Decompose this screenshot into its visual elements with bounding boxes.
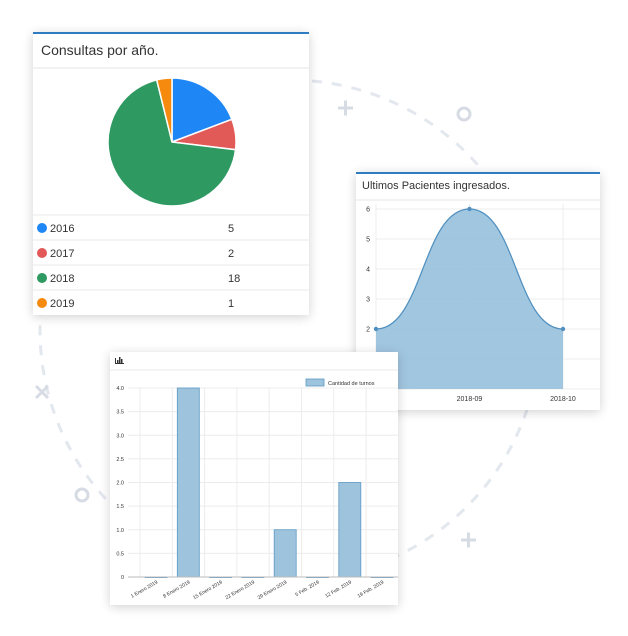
- pie-slice: [155, 77, 173, 143]
- point: [560, 326, 566, 332]
- pie-slice: [107, 78, 237, 207]
- legend-label: 2017: [50, 248, 74, 260]
- row-value: 2: [228, 248, 234, 260]
- y-tick-label: 2: [366, 327, 370, 334]
- legend-swatch: [37, 273, 47, 283]
- cross-icon: [34, 384, 50, 400]
- y-tick-label: 3.0: [116, 433, 124, 439]
- y-tick-label: 3: [366, 297, 370, 304]
- y-tick-label: 3.5: [116, 410, 124, 416]
- y-tick-label: 2.5: [116, 457, 124, 463]
- x-tick-label: 2018-09: [457, 396, 483, 403]
- area-fill: [376, 209, 563, 389]
- y-tick-label: 6: [366, 207, 370, 214]
- consultas-card: Consultas por año. 2016 5 2017 2 2018 18 2019 1: [33, 32, 309, 315]
- y-tick-label: 2.0: [116, 481, 124, 487]
- turnos-card: 0 0.5 1.0 1.5 2.0 2.5 3.0 3.5 4.0 1 Enero 2019 8 E…: [110, 352, 398, 605]
- x-tick-label: 15 Enero 2019: [192, 579, 224, 601]
- x-tick-label: 12 Feb. 2019: [324, 579, 353, 599]
- y-tick-label: 1.5: [116, 504, 124, 510]
- legend-swatch: [37, 248, 47, 258]
- row-value: 18: [228, 273, 240, 285]
- card-title: Ultimos Pacientes ingresados.: [362, 180, 510, 192]
- row-value: 1: [228, 298, 234, 310]
- bar: [338, 482, 362, 578]
- bar: [176, 387, 200, 578]
- y-tick-label: 1.0: [116, 528, 124, 534]
- legend-label: 2018: [50, 273, 74, 285]
- ring-icon: [74, 487, 90, 503]
- x-tick-label: 29 Enero 2019: [257, 579, 289, 601]
- ring-icon: [456, 106, 472, 122]
- legend-label: 2019: [50, 298, 74, 310]
- pie-slice: [171, 77, 233, 144]
- bar: [273, 529, 297, 578]
- y-tick-label: 5: [366, 237, 370, 244]
- y-tick-label: 0: [121, 575, 124, 581]
- row-value: 5: [228, 223, 234, 235]
- y-tick-label: 4: [366, 267, 370, 274]
- x-tick-label: 19 Feb. 2019: [357, 579, 386, 599]
- area-chart: Ultimos Pacientes ingresados. 0123456201…: [356, 180, 600, 403]
- point: [467, 206, 472, 212]
- x-tick-label: 1 Enero 2019: [130, 579, 159, 599]
- y-tick-label: 4.0: [116, 386, 124, 392]
- x-tick-label: 2018-10: [550, 396, 576, 403]
- y-tick-label: 0.5: [116, 551, 124, 557]
- x-tick-label: 22 Enero 2019: [224, 579, 256, 601]
- chart-icon: [115, 357, 124, 364]
- legend-swatch: [37, 223, 47, 233]
- plus-icon: [461, 532, 476, 548]
- bar-chart: 0 0.5 1.0 1.5 2.0 2.5 3.0 3.5 4.0 1 Enero 2019 8 E…: [110, 357, 398, 601]
- point: [373, 326, 379, 332]
- legend-label: 2016: [50, 223, 74, 235]
- legend-label: Cantidad de turnos: [328, 381, 375, 387]
- legend-swatch: [305, 378, 325, 387]
- x-tick-label: 8 Enero 2019: [162, 579, 191, 599]
- plus-icon: [338, 100, 353, 116]
- legend-swatch: [37, 298, 47, 308]
- card-title: Consultas por año.: [41, 42, 159, 58]
- pie-chart: Consultas por año. 2016 5 2017 2 2018 18 2019 1: [33, 42, 309, 310]
- x-tick-label: 5 Feb. 2019: [294, 579, 320, 598]
